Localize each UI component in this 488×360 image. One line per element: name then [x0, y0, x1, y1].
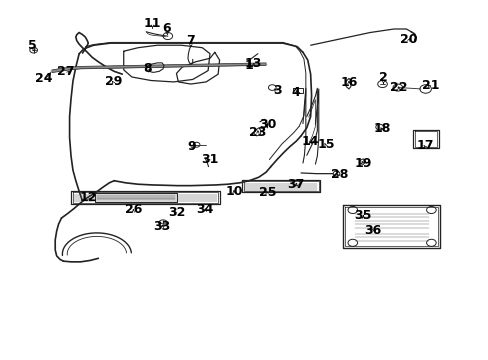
- Text: 37: 37: [287, 178, 305, 191]
- Text: 28: 28: [330, 168, 347, 181]
- Text: 30: 30: [258, 118, 276, 131]
- Text: 25: 25: [258, 186, 276, 199]
- Text: 35: 35: [354, 210, 371, 222]
- Text: 8: 8: [143, 62, 152, 75]
- Text: 13: 13: [244, 57, 261, 70]
- Text: 29: 29: [105, 76, 122, 89]
- Text: 21: 21: [421, 79, 438, 92]
- Text: 4: 4: [291, 86, 300, 99]
- Text: 15: 15: [317, 138, 334, 150]
- Text: 24: 24: [35, 72, 53, 85]
- Text: 12: 12: [80, 191, 97, 204]
- Text: 33: 33: [153, 220, 170, 233]
- Text: 34: 34: [196, 203, 213, 216]
- Text: 1: 1: [244, 59, 253, 72]
- Text: 31: 31: [201, 153, 218, 166]
- Text: 3: 3: [272, 84, 281, 96]
- Text: 2: 2: [378, 71, 387, 84]
- Text: 10: 10: [225, 185, 242, 198]
- Text: 19: 19: [354, 157, 371, 170]
- Text: 36: 36: [364, 224, 381, 237]
- Text: 18: 18: [373, 122, 390, 135]
- Text: 7: 7: [186, 34, 195, 47]
- Text: 6: 6: [162, 22, 171, 35]
- Text: 32: 32: [167, 206, 185, 219]
- Text: 27: 27: [58, 65, 75, 78]
- Text: 17: 17: [416, 139, 433, 152]
- Text: 20: 20: [399, 33, 416, 46]
- Text: 11: 11: [143, 17, 161, 30]
- Text: 14: 14: [301, 135, 319, 148]
- Text: 22: 22: [389, 81, 407, 94]
- Text: 23: 23: [249, 126, 266, 139]
- Text: 26: 26: [124, 203, 142, 216]
- Text: 16: 16: [340, 76, 357, 90]
- Text: 5: 5: [28, 40, 37, 53]
- Text: 9: 9: [187, 140, 196, 153]
